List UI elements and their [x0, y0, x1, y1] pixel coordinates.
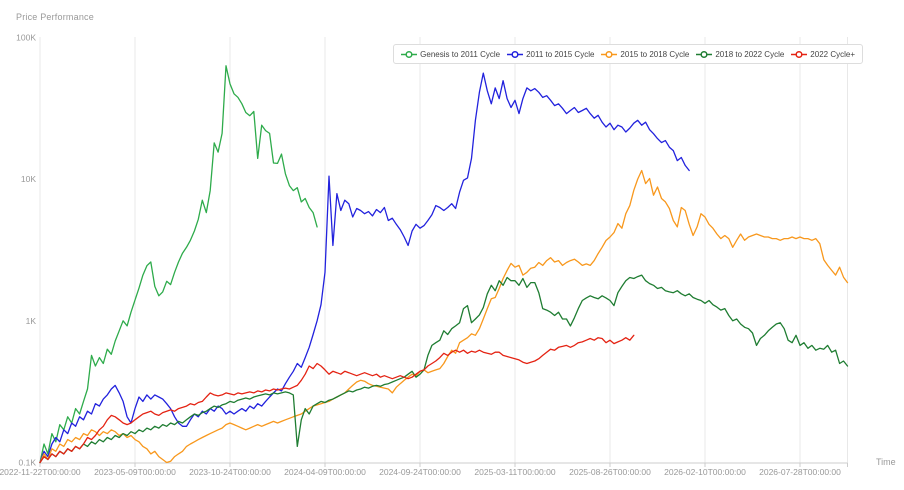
x-axis-tick-label: 2023-05-09T00:00:00	[94, 467, 176, 477]
legend-line-marker-icon	[601, 50, 618, 58]
x-axis-tick-label: 2026-02-10T00:00:00	[664, 467, 746, 477]
legend-item-2018-to-2022-cycle[interactable]: 2018 to 2022 Cycle	[696, 50, 784, 59]
series-line-2011-to-2015-cycle[interactable]	[39, 72, 690, 464]
series-line-genesis-to-2011-cycle[interactable]	[39, 65, 318, 464]
legend-item-genesis-to-2011-cycle[interactable]: Genesis to 2011 Cycle	[401, 50, 500, 59]
x-axis-title: Time	[876, 457, 896, 467]
legend-item-label: 2018 to 2022 Cycle	[715, 49, 785, 59]
legend-item-2022-cycle[interactable]: 2022 Cycle+	[791, 50, 855, 59]
legend-item-label: 2015 to 2018 Cycle	[620, 49, 690, 59]
y-axis-tick-label: 0.1K	[19, 458, 37, 468]
y-axis-title: Price Performance	[16, 12, 94, 22]
x-axis-tick-label: 2024-09-24T00:00:00	[379, 467, 461, 477]
series-line-2015-to-2018-cycle[interactable]	[39, 169, 849, 464]
legend: Genesis to 2011 Cycle 2011 to 2015 Cycle 2…	[393, 44, 863, 64]
x-axis-tick-label: 2025-08-26T00:00:00	[569, 467, 651, 477]
legend-item-2015-to-2018-cycle[interactable]: 2015 to 2018 Cycle	[601, 50, 689, 59]
x-axis-tick-label: 2026-07-28T00:00:00	[759, 467, 841, 477]
legend-item-label: Genesis to 2011 Cycle	[420, 49, 501, 59]
legend-line-marker-icon	[696, 50, 713, 58]
x-axis-tick-label: 2025-03-11T00:00:00	[474, 467, 555, 477]
series-line-2018-to-2022-cycle[interactable]	[39, 274, 849, 464]
legend-item-label: 2022 Cycle+	[810, 49, 855, 59]
y-axis-tick-label: 1K	[26, 316, 37, 326]
x-axis-tick-label: 2024-04-09T00:00:00	[284, 467, 366, 477]
legend-line-marker-icon	[791, 50, 808, 58]
legend-item-2011-to-2015-cycle[interactable]: 2011 to 2015 Cycle	[507, 50, 594, 59]
legend-line-marker-icon	[401, 50, 418, 58]
legend-item-label: 2011 to 2015 Cycle	[526, 49, 595, 59]
y-axis-tick-label: 100K	[16, 32, 36, 42]
series-line-2022-cycle[interactable]	[39, 334, 635, 464]
y-axis-tick-label: 10K	[21, 174, 36, 184]
x-axis-tick-label: 2023-10-24T00:00:00	[189, 467, 271, 477]
legend-line-marker-icon	[507, 50, 524, 58]
x-axis-tick-label: 2022-11-22T00:00:00	[0, 467, 81, 477]
